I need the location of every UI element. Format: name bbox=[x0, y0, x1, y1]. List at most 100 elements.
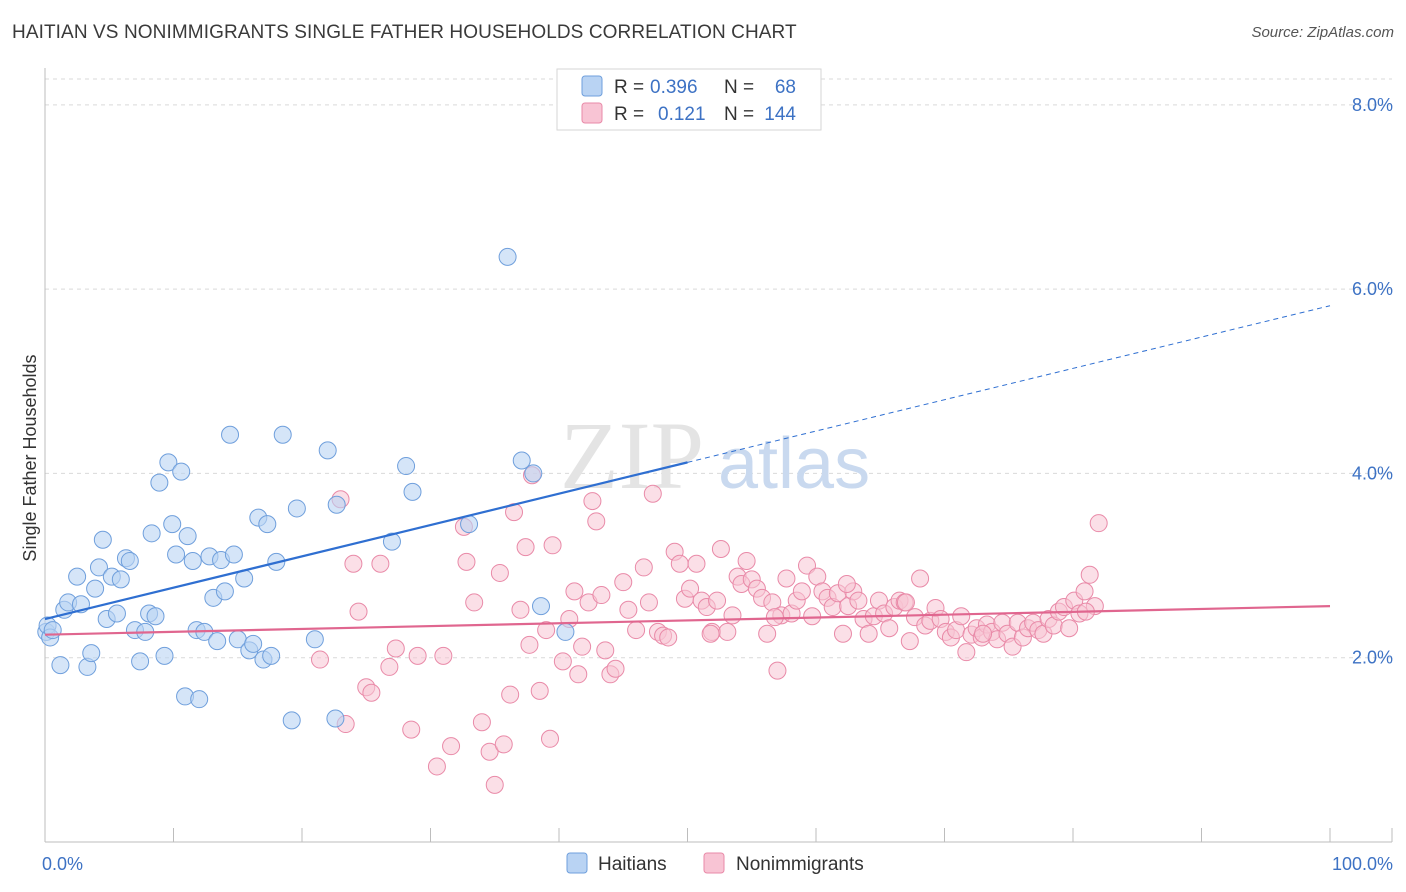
haitians-points bbox=[37, 247, 575, 730]
haitians-point bbox=[556, 622, 575, 641]
nonimmigrants-point bbox=[427, 757, 446, 776]
nonimmigrants-point bbox=[837, 575, 856, 593]
legend-n-label-nonimmigrants: N = bbox=[724, 104, 754, 125]
x-tick-label-max: 100.0% bbox=[1332, 854, 1393, 874]
haitians-point bbox=[327, 495, 346, 514]
nonimmigrants-point bbox=[516, 538, 535, 557]
y-tick-label: 8.0% bbox=[1352, 95, 1393, 115]
nonimmigrants-point bbox=[494, 735, 513, 754]
nonimmigrants-point bbox=[619, 600, 638, 619]
haitians-point bbox=[190, 690, 209, 709]
haitians-point bbox=[224, 545, 243, 564]
nonimmigrants-point bbox=[553, 652, 572, 671]
nonimmigrants-point bbox=[583, 492, 602, 511]
haitians-point bbox=[215, 582, 234, 601]
top-legend: R = 0.396 N = 68 R = 0.121 N = 144 bbox=[556, 68, 822, 131]
haitians-point bbox=[498, 247, 517, 266]
legend-r-label-haitians: R = bbox=[614, 77, 644, 98]
nonimmigrants-point bbox=[643, 484, 662, 503]
haitians-point bbox=[82, 644, 101, 663]
nonimmigrants-point bbox=[565, 582, 584, 601]
haitians-point bbox=[131, 652, 150, 671]
nonimmigrants-point bbox=[511, 600, 530, 619]
nonimmigrants-point bbox=[681, 579, 700, 598]
nonimmigrants-point bbox=[911, 569, 930, 588]
x-tick-label-min: 0.0% bbox=[42, 854, 83, 874]
bottom-legend-label-haitians: Haitians bbox=[598, 854, 667, 875]
bottom-legend-swatch-nonimmigrants bbox=[703, 852, 725, 874]
nonimmigrants-point bbox=[957, 643, 976, 662]
nonimmigrants-point bbox=[952, 607, 971, 626]
haitians-point bbox=[120, 551, 139, 570]
haitians-point bbox=[382, 532, 401, 551]
nonimmigrants-point bbox=[758, 624, 777, 643]
haitians-point bbox=[524, 464, 543, 483]
nonimmigrants-point bbox=[434, 646, 453, 665]
nonimmigrants-point bbox=[380, 657, 399, 676]
haitians-point bbox=[167, 545, 186, 564]
haitians-point bbox=[403, 482, 422, 501]
nonimmigrants-point bbox=[485, 775, 504, 794]
nonimmigrants-point bbox=[708, 591, 727, 610]
haitians-point bbox=[68, 567, 87, 586]
legend-swatch-nonimmigrants bbox=[581, 102, 603, 124]
nonimmigrants-point bbox=[442, 737, 461, 756]
nonimmigrants-point bbox=[1080, 565, 1099, 584]
haitians-point bbox=[326, 709, 345, 728]
nonimmigrants-trend-line bbox=[44, 605, 1331, 636]
haitians-point bbox=[282, 711, 301, 730]
axes bbox=[44, 68, 1393, 843]
nonimmigrants-point bbox=[737, 551, 756, 570]
watermark: ZIP atlas bbox=[560, 402, 870, 509]
nonimmigrants-point bbox=[718, 622, 737, 641]
haitians-trend-line bbox=[44, 461, 688, 621]
nonimmigrants-point bbox=[371, 554, 390, 573]
nonimmigrants-point bbox=[596, 641, 615, 660]
trend-lines bbox=[44, 305, 1331, 636]
haitians-point bbox=[273, 425, 292, 444]
haitians-point bbox=[221, 425, 240, 444]
haitians-point bbox=[111, 570, 130, 589]
nonimmigrants-point bbox=[344, 554, 363, 573]
y-tick-label: 4.0% bbox=[1352, 463, 1393, 483]
nonimmigrants-point bbox=[541, 729, 560, 748]
legend-r-value-haitians: 0.396 bbox=[650, 77, 698, 98]
nonimmigrants-point bbox=[402, 720, 421, 739]
nonimmigrants-point bbox=[472, 713, 491, 732]
watermark-zip: ZIP bbox=[560, 402, 704, 509]
haitians-point bbox=[51, 656, 70, 675]
haitians-point bbox=[89, 558, 108, 577]
nonimmigrants-point bbox=[592, 586, 611, 605]
nonimmigrants-point bbox=[543, 536, 562, 555]
haitians-point bbox=[43, 621, 62, 640]
haitians-point bbox=[532, 597, 551, 616]
chart-title: HAITIAN VS NONIMMIGRANTS SINGLE FATHER H… bbox=[12, 22, 797, 43]
legend-r-value-nonimmigrants: 0.121 bbox=[658, 104, 706, 125]
haitians-point bbox=[244, 634, 263, 653]
nonimmigrants-point bbox=[711, 539, 730, 558]
haitians-point bbox=[512, 451, 531, 470]
nonimmigrants-point bbox=[614, 573, 633, 592]
nonimmigrants-point bbox=[974, 624, 993, 643]
nonimmigrants-point bbox=[880, 619, 899, 638]
haitians-point bbox=[155, 646, 174, 665]
nonimmigrants-point bbox=[480, 742, 499, 761]
nonimmigrants-point bbox=[501, 685, 520, 704]
nonimmigrants-point bbox=[530, 681, 549, 700]
haitians-point bbox=[262, 646, 281, 665]
bottom-legend-swatch-haitians bbox=[566, 852, 588, 874]
nonimmigrants-point bbox=[362, 683, 381, 702]
haitians-point bbox=[93, 530, 112, 549]
nonimmigrants-point bbox=[1089, 514, 1108, 533]
nonimmigrants-point bbox=[900, 632, 919, 651]
legend-n-label-haitians: N = bbox=[724, 77, 754, 98]
haitians-point bbox=[150, 473, 169, 492]
nonimmigrants-point bbox=[798, 556, 817, 575]
haitians-point bbox=[142, 524, 161, 543]
haitians-point bbox=[397, 457, 416, 476]
haitians-point bbox=[305, 630, 324, 649]
nonimmigrants-point bbox=[627, 621, 646, 640]
haitians-point bbox=[208, 632, 227, 651]
nonimmigrants-point bbox=[833, 624, 852, 643]
